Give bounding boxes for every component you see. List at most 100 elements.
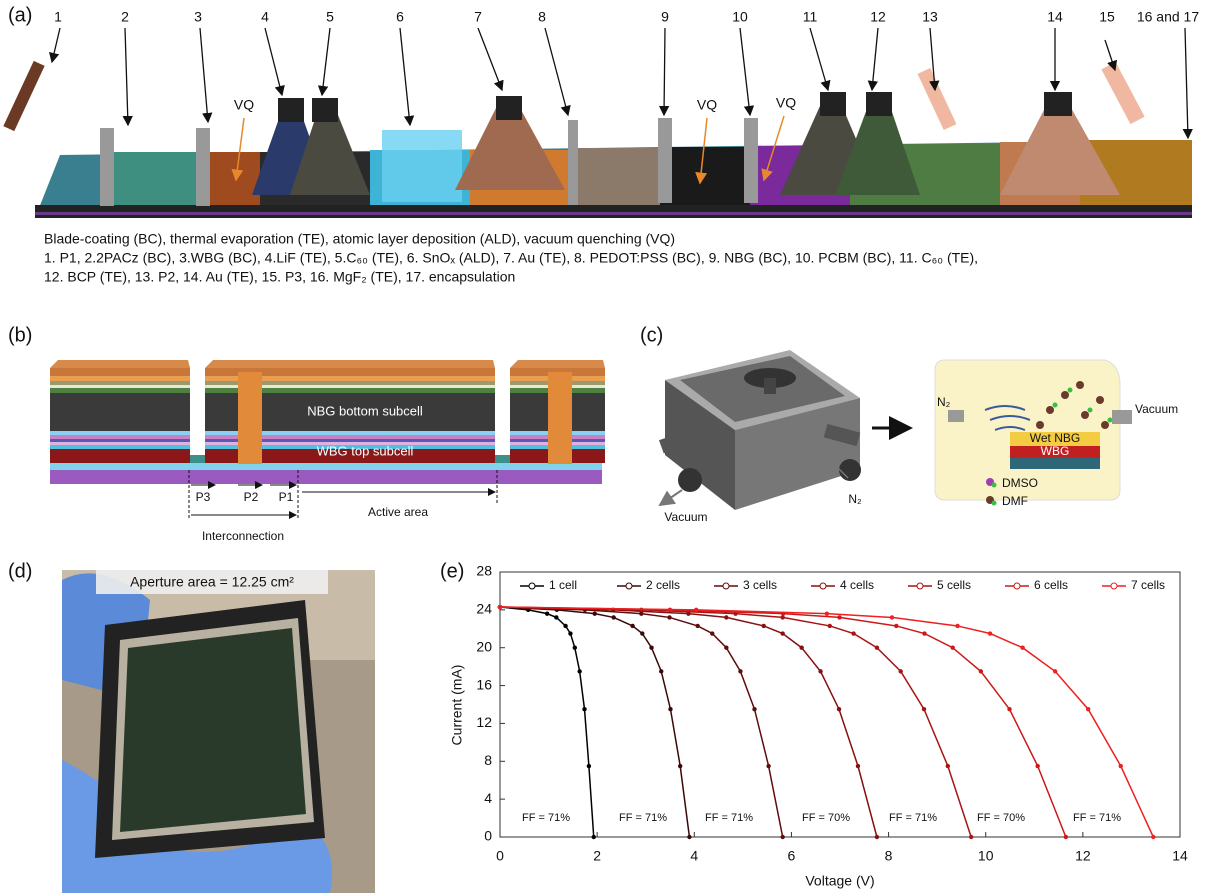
ff-label: FF = 71% [522,812,570,824]
data-point [639,611,643,615]
data-point [780,631,784,635]
data-point [1007,707,1011,711]
data-point [687,835,691,839]
step-number: 12 [870,9,886,25]
step-number: 1 [54,9,62,25]
panel-label: (d) [8,560,32,582]
layer [50,439,190,442]
data-point [875,646,879,650]
panel-label: (c) [640,324,663,346]
scribe-label: P3 [196,490,211,504]
data-point [554,615,558,619]
page: (a) 12345678910111213141516 and 17 VQ VQ… [0,0,1210,893]
legend-label: 1 cell [549,578,577,592]
legend-label: 6 cells [1034,578,1068,592]
data-point [694,608,698,612]
step-number: 13 [922,9,938,25]
step-number: 8 [538,9,546,25]
legend-marker [1111,583,1117,589]
data-point [1020,646,1024,650]
data-point [890,615,894,619]
layer-label: WBG top subcell [317,443,414,458]
x-tick-label: 8 [885,848,893,864]
stack [50,360,605,484]
x-tick-label: 4 [690,848,698,864]
y-tick-label: 8 [484,752,492,768]
x-tick-label: 10 [978,848,994,864]
panel-label: (b) [8,324,32,346]
series-line [500,607,689,837]
data-point [611,615,615,619]
data-point [837,615,841,619]
data-point [1119,764,1123,768]
panel-label: (a) [8,4,32,26]
series-line [500,607,971,837]
y-axis-title: Current (mA) [449,665,465,746]
data-point [988,631,992,635]
scribe-label: P1 [279,490,294,504]
layer [50,435,190,439]
ff-label: FF = 70% [802,812,850,824]
step-number: 6 [396,9,404,25]
data-point [894,624,898,628]
y-tick-label: 16 [476,676,492,692]
step-arrows [52,28,1188,138]
legend-marker [917,583,923,589]
data-point [851,631,855,635]
step-number: 4 [261,9,269,25]
ff-label: FF = 71% [619,812,667,824]
legend-marker [626,583,632,589]
panel-e: (e) Voltage (V) Current (mA) 02468101214… [440,560,1188,888]
data-point [825,611,829,615]
data-point [922,707,926,711]
step-number: 14 [1047,9,1063,25]
data-point [780,835,784,839]
data-point [724,615,728,619]
y-tick-label: 12 [476,714,492,730]
legend-marker [820,583,826,589]
legend-marker [529,583,535,589]
x-axis-title: Voltage (V) [805,873,874,889]
caption-line: 12. BCP (TE), 13. P2, 14. Au (TE), 15. P… [44,269,515,285]
figure: (a) 12345678910111213141516 and 17 VQ VQ… [0,0,1210,893]
layer-label: NBG bottom subcell [307,403,423,418]
data-point [649,646,653,650]
legend-label: DMSO [1002,476,1038,490]
y-tick-label: 4 [484,790,492,806]
series-line [500,607,877,837]
vq-label: VQ [776,95,796,111]
scribe-label: P2 [244,490,259,504]
data-point [592,835,596,839]
legend-label: 4 cells [840,578,874,592]
legend-label: 7 cells [1131,578,1165,592]
data-point [498,605,502,609]
data-point [640,631,644,635]
layer-label: WBG [1041,444,1070,458]
data-point [1064,835,1068,839]
legend-label: 3 cells [743,578,777,592]
layer [50,445,190,449]
data-point [780,615,784,619]
data-point [545,611,549,615]
legend-label: 2 cells [646,578,680,592]
step-number: 11 [803,9,818,25]
step-number: 5 [326,9,334,25]
panel-c: (c) Vacuum N₂ N₂ Vacuum Wet NBG WBG DMSO… [640,324,1178,524]
panel-d: (d) Aperture area = 12.25 cm² [8,560,375,893]
layer [50,381,190,385]
data-point [979,669,983,673]
data-point [766,764,770,768]
data-point [969,835,973,839]
y-tick-label: 24 [476,601,492,617]
x-tick-label: 14 [1172,848,1188,864]
step-number: 10 [732,9,748,25]
series-line [500,607,594,837]
layer [50,385,190,388]
legend-label: DMF [1002,494,1028,508]
y-tick-label: 28 [476,563,492,579]
data-point [593,611,597,615]
data-point [573,646,577,650]
legend-label: 5 cells [937,578,971,592]
data-point [563,624,567,628]
